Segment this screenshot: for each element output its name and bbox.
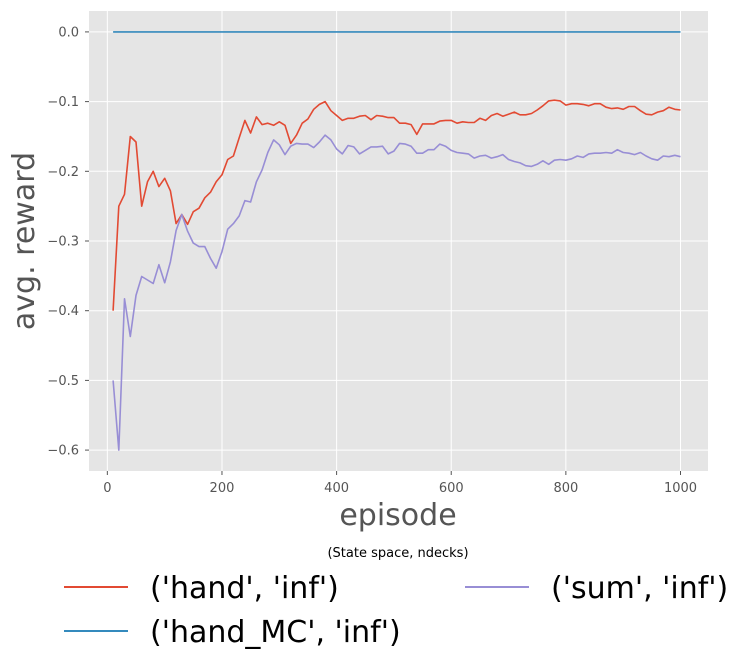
x-axis-ticks: 0 200 400 600 800 1000 (103, 471, 697, 496)
series-line-sum (112, 134, 681, 451)
y-tick-label: −0.4 (47, 304, 79, 319)
y-tick-label: −0.2 (47, 165, 79, 180)
legend: (State space, ndecks) ('hand', 'inf') ('… (64, 546, 728, 650)
legend-title: (State space, ndecks) (327, 546, 468, 561)
y-tick-label: 0.0 (58, 25, 79, 40)
x-tick-label: 600 (439, 481, 464, 496)
x-tick-label: 0 (103, 481, 111, 496)
y-tick-label: −0.5 (47, 374, 79, 389)
y-axis-ticks: 0.0 −0.1 −0.2 −0.3 −0.4 −0.5 −0.6 (47, 25, 89, 459)
y-tick-label: −0.3 (47, 235, 79, 250)
x-tick-label: 400 (324, 481, 349, 496)
legend-entry-hand-mc: ('hand_MC', 'inf') (150, 615, 401, 650)
y-tick-label: −0.1 (47, 95, 79, 110)
grid-lines (89, 11, 708, 471)
y-tick-label: −0.6 (47, 444, 79, 459)
x-tick-label: 200 (210, 481, 235, 496)
series-lines (112, 31, 681, 451)
legend-entry-sum: ('sum', 'inf') (551, 571, 728, 606)
y-axis-label: avg. reward (7, 152, 42, 330)
series-line-hand (112, 99, 681, 311)
x-tick-label: 1000 (664, 481, 697, 496)
legend-entry-hand: ('hand', 'inf') (150, 571, 339, 606)
x-tick-label: 800 (553, 481, 578, 496)
x-axis-label: episode (339, 498, 456, 533)
